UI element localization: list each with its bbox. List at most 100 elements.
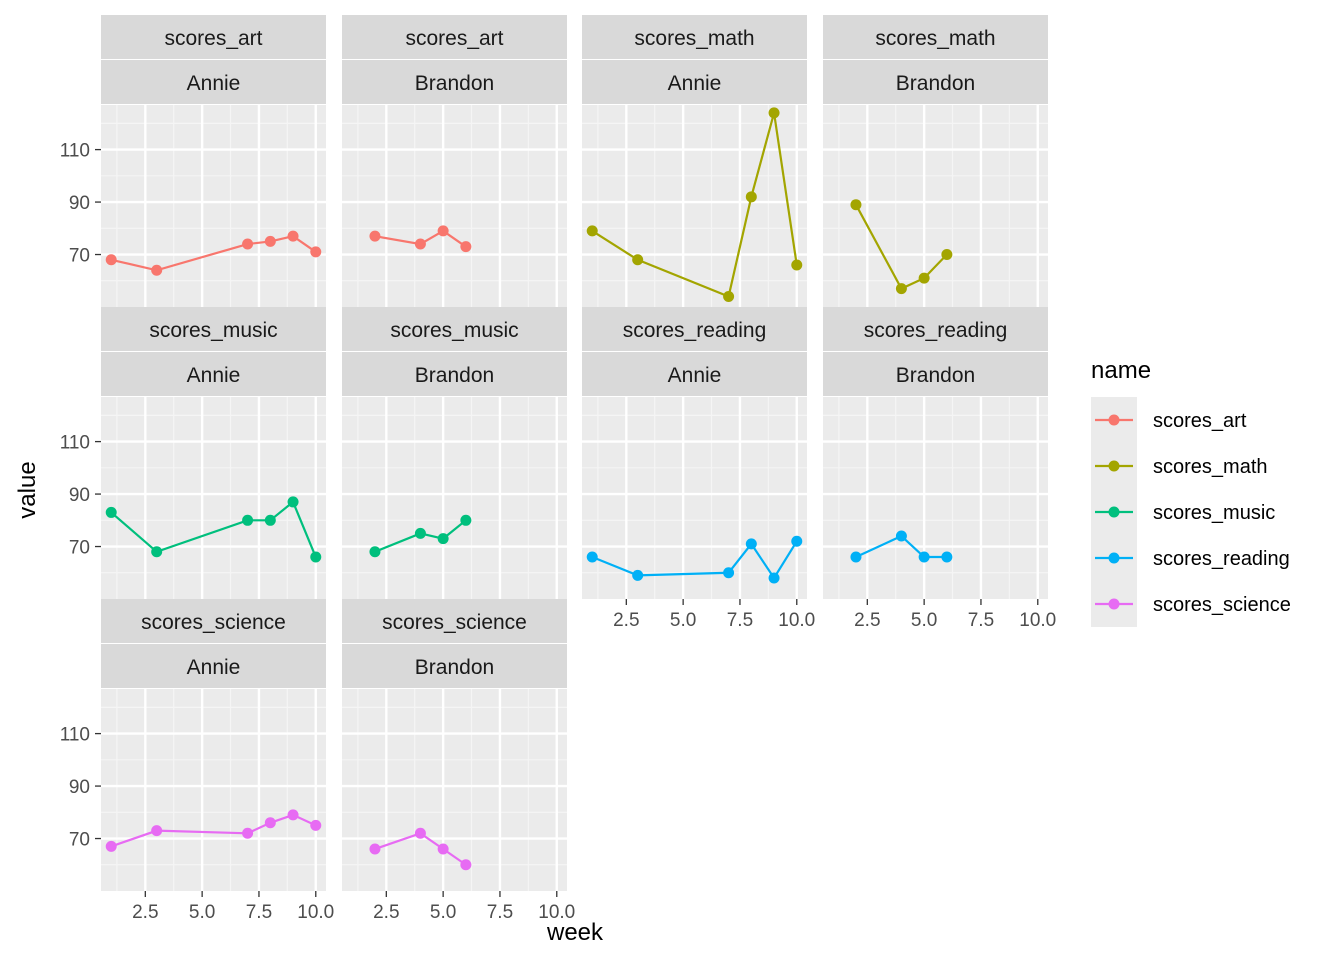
facet-strip-bottom xyxy=(101,352,326,396)
legend: name scores_art scores_math scores_musicsc… xyxy=(1091,357,1291,627)
facet-panels: scores_art Annie 70 90 110 scores_art Brandon s… xyxy=(60,15,1056,923)
facet-strip-bottom xyxy=(342,352,567,396)
x-tick-label: 10.0 xyxy=(538,902,575,923)
facet-panel: scores_reading Brandon 2.5 5.0 7.5 10.0 xyxy=(823,307,1056,631)
facet-label-name: scores_math xyxy=(634,27,754,50)
series-line xyxy=(374,229,467,248)
data-point xyxy=(850,199,862,211)
data-point xyxy=(151,264,163,276)
data-point xyxy=(745,538,757,550)
data-point xyxy=(850,551,862,563)
series-line xyxy=(374,832,467,866)
data-point xyxy=(437,225,449,237)
y-tick-label: 70 xyxy=(69,246,90,267)
x-tick-label: 7.5 xyxy=(487,902,513,923)
data-point xyxy=(264,235,276,247)
facet-strip-top xyxy=(823,307,1048,351)
facet-label-student: Brandon xyxy=(896,72,975,95)
facet-strip-bottom xyxy=(823,352,1048,396)
data-point xyxy=(723,567,735,579)
facet-label-student: Brandon xyxy=(415,656,494,679)
x-tick-label: 5.0 xyxy=(911,610,937,631)
legend-label: scores_science xyxy=(1153,594,1291,616)
facet-strip-top xyxy=(582,307,807,351)
legend-label: scores_music xyxy=(1153,502,1275,524)
x-axis-title: week xyxy=(546,919,604,946)
facet-panel: scores_reading Annie 2.5 5.0 7.5 10.0 xyxy=(582,307,815,631)
x-tick-label: 2.5 xyxy=(132,902,158,923)
facet-label-name: scores_art xyxy=(405,27,503,50)
data-point xyxy=(791,259,803,271)
data-point xyxy=(918,551,930,563)
data-point xyxy=(105,254,117,266)
legend-entry: scores_math xyxy=(1091,443,1268,489)
x-tick-label: 7.5 xyxy=(727,610,753,631)
data-point xyxy=(151,546,163,558)
facet-label-student: Annie xyxy=(187,72,241,95)
data-point xyxy=(310,246,322,258)
y-tick-label: 90 xyxy=(69,485,90,506)
x-tick-label: 2.5 xyxy=(613,610,639,631)
data-point xyxy=(437,533,449,545)
y-tick-label: 110 xyxy=(60,725,90,746)
data-point xyxy=(460,514,472,526)
facet-label-name: scores_music xyxy=(390,319,518,342)
panel-background xyxy=(101,105,326,307)
panel-background xyxy=(342,105,567,307)
data-point xyxy=(941,249,953,261)
data-point xyxy=(151,825,163,837)
legend-label: scores_art xyxy=(1153,410,1247,432)
legend-entry: scores_reading xyxy=(1091,535,1290,581)
facet-label-student: Annie xyxy=(187,656,241,679)
data-point xyxy=(460,859,472,871)
data-point xyxy=(264,817,276,829)
data-point xyxy=(287,230,299,242)
panel-background xyxy=(582,105,807,307)
data-point xyxy=(918,272,930,284)
data-point xyxy=(414,827,426,839)
x-tick-label: 2.5 xyxy=(373,902,399,923)
facet-label-student: Brandon xyxy=(415,72,494,95)
facet-strip-top xyxy=(101,307,326,351)
legend-label: scores_reading xyxy=(1153,548,1290,570)
data-point xyxy=(264,514,276,526)
x-tick-label: 5.0 xyxy=(189,902,215,923)
data-point xyxy=(310,819,322,831)
data-point xyxy=(369,546,381,558)
data-point xyxy=(242,514,254,526)
facet-strip-top xyxy=(101,599,326,643)
x-tick-label: 5.0 xyxy=(670,610,696,631)
legend-key-point xyxy=(1108,414,1120,426)
panel-background xyxy=(823,397,1048,599)
data-point xyxy=(586,551,598,563)
facet-strip-bottom xyxy=(823,60,1048,104)
series-line xyxy=(854,204,948,291)
facet-strip-top xyxy=(823,15,1048,59)
data-point xyxy=(632,254,644,266)
panel-background xyxy=(582,397,807,599)
data-point xyxy=(414,238,426,250)
data-point xyxy=(369,843,381,855)
y-tick-label: 110 xyxy=(60,433,90,454)
data-point xyxy=(723,291,735,303)
facet-strip-top xyxy=(342,15,567,59)
y-axis-title: value xyxy=(14,461,41,518)
facet-label-student: Annie xyxy=(187,364,241,387)
series-line xyxy=(110,500,317,558)
legend-entry: scores_art xyxy=(1091,397,1247,443)
series-line xyxy=(591,540,798,581)
data-point xyxy=(768,107,780,119)
facet-label-name: scores_art xyxy=(164,27,262,50)
data-point xyxy=(287,496,299,508)
series-line xyxy=(855,534,947,559)
facet-label-name: scores_math xyxy=(875,27,995,50)
x-tick-label: 10.0 xyxy=(778,610,815,631)
legend-key-point xyxy=(1108,460,1120,472)
data-point xyxy=(460,241,472,253)
facet-label-student: Brandon xyxy=(415,364,494,387)
data-point xyxy=(768,572,780,584)
facet-panel: scores_science Brandon 2.5 5.0 7.5 10.0 xyxy=(342,599,575,923)
data-point xyxy=(437,843,449,855)
x-tick-label: 2.5 xyxy=(854,610,880,631)
facet-strip-top xyxy=(101,15,326,59)
